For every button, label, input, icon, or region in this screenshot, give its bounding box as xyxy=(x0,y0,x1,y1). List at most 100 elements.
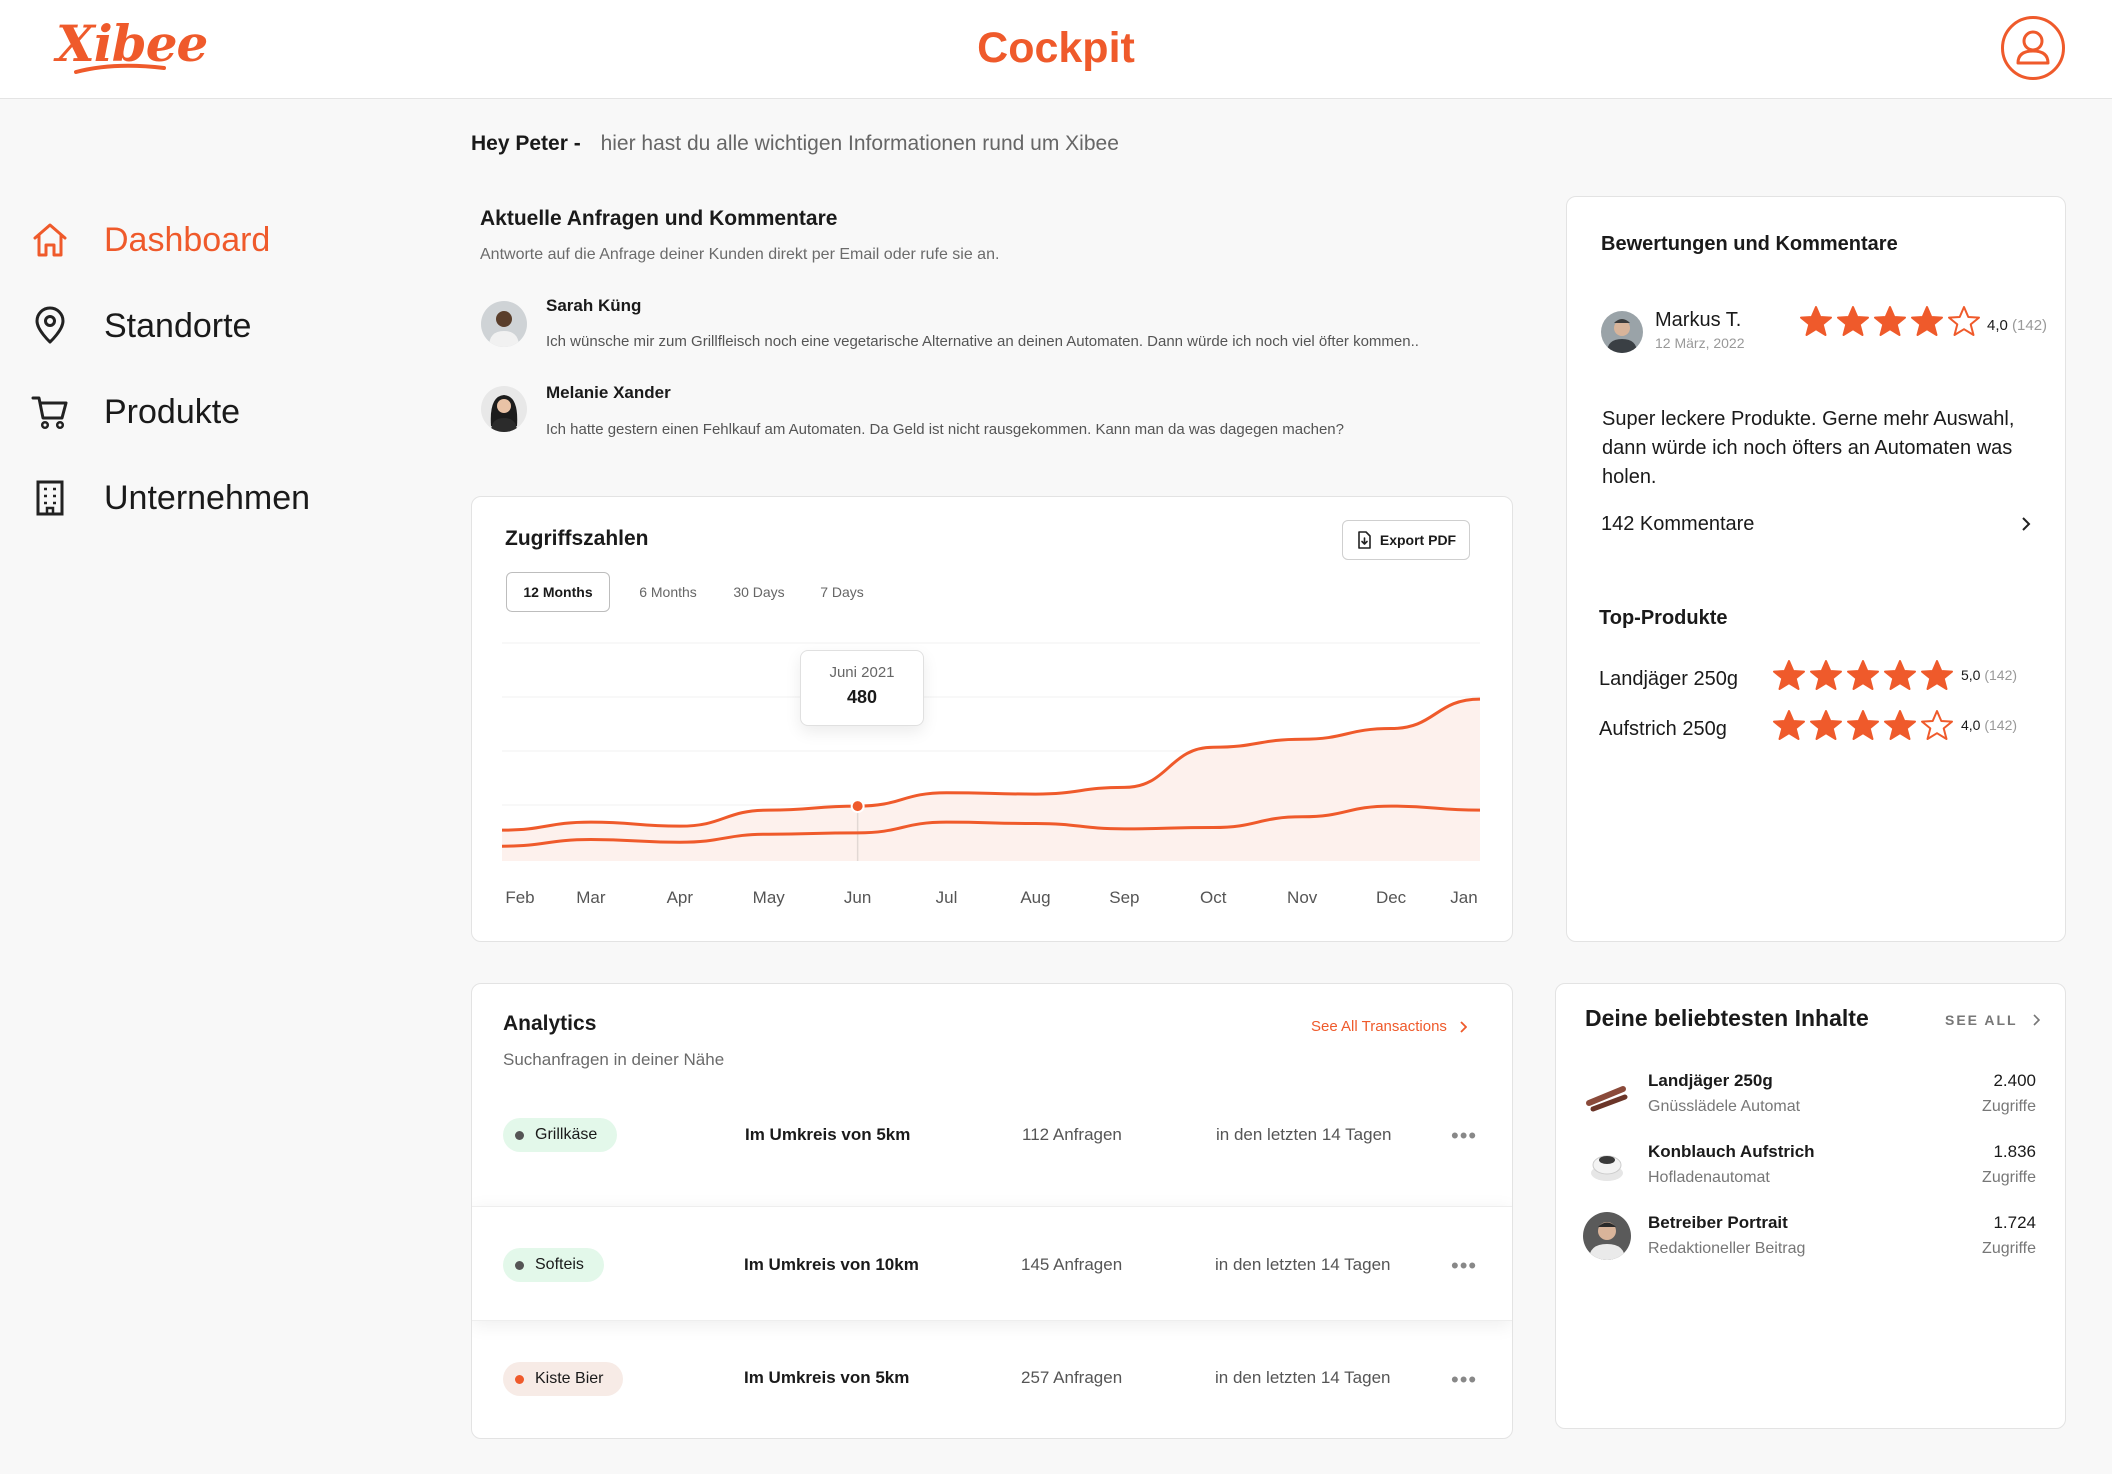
product-thumbnail xyxy=(1583,1212,1631,1260)
tab-30-days[interactable]: 30 Days xyxy=(733,584,785,600)
popular-item-unit: Zugriffe xyxy=(1982,1098,2036,1115)
xibee-logo[interactable]: Xibee xyxy=(56,14,208,73)
search-tag: Kiste Bier xyxy=(503,1362,624,1396)
portrait-image xyxy=(1583,1212,1631,1260)
avatar[interactable] xyxy=(1601,311,1643,353)
requests-title: Aktuelle Anfragen und Kommentare xyxy=(480,207,838,230)
radius-cell: Im Umkreis von 5km xyxy=(745,1125,911,1144)
avatar[interactable] xyxy=(481,386,527,432)
page-title: Cockpit xyxy=(977,24,1135,72)
star-filled-icon xyxy=(1921,660,1953,690)
star-filled-icon xyxy=(1874,306,1906,336)
x-axis-tick-label: Mar xyxy=(576,888,606,907)
chart-hover-point[interactable] xyxy=(850,799,865,814)
product-thumbnail xyxy=(1583,1141,1631,1189)
see-all-transactions-link[interactable]: See All Transactions xyxy=(1311,1018,1467,1035)
table-row[interactable]: Softeis Im Umkreis von 10km 145 Anfragen… xyxy=(472,1206,1512,1321)
row-more-icon[interactable]: ••• xyxy=(1451,1253,1478,1278)
popular-content-card: Deine beliebtesten Inhalte SEE ALL Landj… xyxy=(1555,983,2066,1429)
star-filled-icon xyxy=(1884,710,1916,740)
access-line-chart[interactable] xyxy=(472,497,1512,941)
sidebar-item-produkte[interactable]: Produkte xyxy=(30,387,240,437)
reviewer-name: Markus T. xyxy=(1655,309,1742,331)
search-tag: Grillkäse xyxy=(503,1118,618,1152)
home-icon xyxy=(33,223,67,257)
analytics-title: Analytics xyxy=(503,1012,597,1035)
popular-item-source: Redaktioneller Beitrag xyxy=(1648,1240,1806,1257)
reviews-title: Bewertungen und Kommentare xyxy=(1601,233,1898,255)
row-more-icon[interactable]: ••• xyxy=(1451,1123,1478,1148)
tab-12-months[interactable]: 12 Months xyxy=(506,572,610,612)
request-message[interactable]: Ich hatte gestern einen Fehlkauf am Auto… xyxy=(546,421,1344,438)
request-sender: Melanie Xander xyxy=(546,383,671,402)
review-text: Super leckere Produkte. Gerne mehr Auswa… xyxy=(1602,408,2015,488)
product-thumbnail xyxy=(1583,1071,1631,1119)
avatar-photo xyxy=(1601,311,1643,353)
x-axis-tick-label: Jun xyxy=(843,888,872,907)
export-pdf-button[interactable]: Export PDF xyxy=(1342,520,1470,560)
search-tag-label: Kiste Bier xyxy=(535,1370,604,1387)
table-row[interactable]: Kiste Bier Im Umkreis von 5km 257 Anfrag… xyxy=(472,1324,1512,1438)
popular-item-name: Betreiber Portrait xyxy=(1648,1213,1788,1232)
see-all-link[interactable]: SEE ALL xyxy=(1945,1012,2040,1028)
analytics-card: Analytics Suchanfragen in deiner Nähe Se… xyxy=(471,983,1513,1439)
building-icon xyxy=(36,480,64,516)
tooltip-label: Juni 2021 xyxy=(829,664,895,681)
requests-cell: 112 Anfragen xyxy=(1022,1125,1122,1144)
tab-7-days[interactable]: 7 Days xyxy=(820,584,864,600)
sidebar-item-dashboard[interactable]: Dashboard xyxy=(30,215,270,265)
search-tag: Softeis xyxy=(503,1248,604,1282)
popular-item-count: 1.836 xyxy=(1993,1142,2036,1161)
row-more-icon[interactable]: ••• xyxy=(1451,1367,1478,1392)
see-all-label: SEE ALL xyxy=(1945,1012,2018,1028)
x-axis-tick-label: Oct xyxy=(1200,888,1227,907)
chevron-right-icon xyxy=(1460,1020,1467,1033)
greeting: Hey Peter - hier hast du alle wichtigen … xyxy=(471,132,1119,156)
popular-item-unit: Zugriffe xyxy=(1982,1240,2036,1257)
avatar-photo xyxy=(481,301,527,347)
review-date: 12 März, 2022 xyxy=(1655,335,1745,351)
x-axis-tick-label: May xyxy=(752,888,785,907)
table-row[interactable]: Grillkäse Im Umkreis von 5km 112 Anfrage… xyxy=(472,1075,1512,1190)
review-star-rating xyxy=(1799,305,1981,339)
chart-series-line-2 xyxy=(501,804,1481,848)
spread-jar-image xyxy=(1583,1141,1631,1189)
logo-swoosh xyxy=(74,63,166,74)
profile-button[interactable] xyxy=(2001,16,2065,80)
star-filled-icon xyxy=(1810,710,1842,740)
star-filled-icon xyxy=(1810,660,1842,690)
star-filled-icon xyxy=(1837,306,1869,336)
comments-link[interactable]: 142 Kommentare xyxy=(1601,509,2031,539)
sidebar-item-standorte[interactable]: Standorte xyxy=(30,301,251,351)
rating-score: 5,0 xyxy=(1961,667,1981,683)
request-sender: Sarah Küng xyxy=(546,296,642,315)
app-header: Xibee Cockpit xyxy=(0,0,2112,99)
request-message[interactable]: Ich wünsche mir zum Grillfleisch noch ei… xyxy=(546,333,1419,350)
star-filled-icon xyxy=(1847,710,1879,740)
x-axis-tick-label: Nov xyxy=(1287,888,1318,907)
popular-item-name: Landjäger 250g xyxy=(1648,1071,1773,1090)
popular-item-unit: Zugriffe xyxy=(1982,1169,2036,1186)
greeting-text: hier hast du alle wichtigen Informatione… xyxy=(600,132,1119,155)
tooltip-value: 480 xyxy=(846,687,878,707)
period-cell: in den letzten 14 Tagen xyxy=(1215,1368,1391,1387)
export-pdf-label: Export PDF xyxy=(1379,532,1457,548)
popular-item-source: Hofladenautomat xyxy=(1648,1169,1770,1186)
comments-link-label: 142 Kommentare xyxy=(1601,512,1755,535)
top-product-name: Landjäger 250g xyxy=(1599,668,1739,690)
tab-6-months[interactable]: 6 Months xyxy=(639,584,697,600)
x-axis-tick-label: Dec xyxy=(1375,888,1407,907)
x-axis-tick-label: Sep xyxy=(1109,888,1140,907)
x-axis-tick-label: Jan xyxy=(1450,888,1478,907)
sidebar-item-unternehmen[interactable]: Unternehmen xyxy=(30,473,310,523)
file-download-icon xyxy=(1358,531,1371,549)
chevron-right-icon xyxy=(2022,517,2031,531)
analytics-subtitle: Suchanfragen in deiner Nähe xyxy=(503,1050,725,1069)
sidebar-item-label: Produkte xyxy=(104,392,241,431)
x-axis-tick-label: Apr xyxy=(666,888,694,907)
avatar[interactable] xyxy=(481,301,527,347)
x-axis-tick-label: Feb xyxy=(505,888,535,907)
chart-series-line-1 xyxy=(501,697,1481,832)
rating-score: 4,0 xyxy=(1987,317,2008,334)
sausage-image xyxy=(1583,1071,1631,1119)
